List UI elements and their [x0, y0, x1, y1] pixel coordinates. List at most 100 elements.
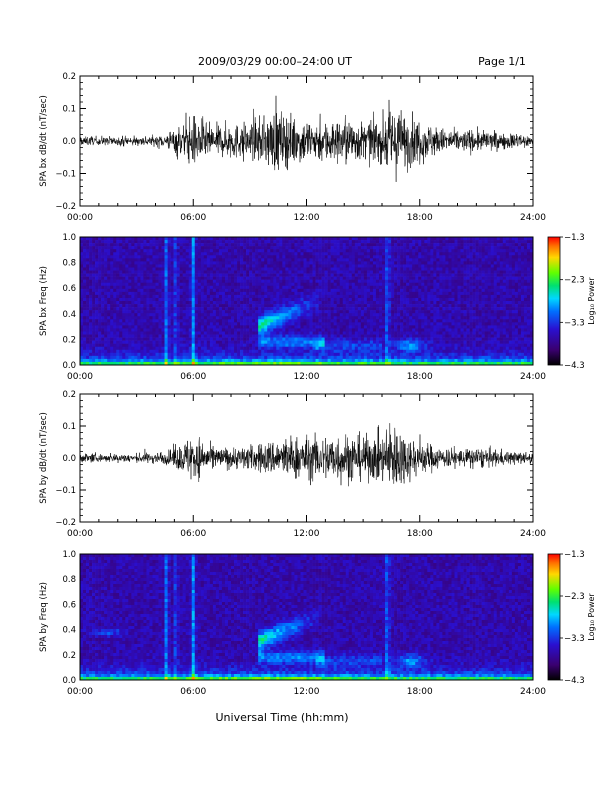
spectrogram-cell: [369, 328, 374, 332]
spectrogram-cell: [276, 258, 280, 262]
spectrogram-cell: [391, 270, 395, 274]
spectrogram-cell: [146, 322, 150, 326]
spectrogram-cell: [221, 349, 226, 354]
spectrogram-cell: [360, 349, 365, 354]
spectrogram-cell: [104, 349, 108, 354]
spectrogram-cell: [152, 270, 156, 274]
spectrogram-cell: [366, 304, 371, 308]
spectrogram-cell: [149, 240, 153, 244]
spectrogram-cell: [324, 291, 328, 296]
spectrogram-cell: [318, 337, 322, 341]
spectrogram-cell: [397, 246, 401, 250]
spectrogram-cell: [237, 282, 241, 287]
spectrogram-cell: [264, 249, 268, 253]
spectrogram-cell: [382, 264, 386, 268]
spectrogram-cell: [209, 246, 214, 250]
spectrogram-cell: [300, 307, 304, 311]
spectrogram-cell: [252, 310, 256, 314]
spectrogram-cell: [206, 264, 211, 268]
spectrogram-cell: [237, 361, 241, 366]
spectrogram-cell: [300, 355, 304, 360]
spectrogram-cell: [119, 267, 123, 271]
spectrogram-cell: [164, 237, 168, 241]
spectrogram-cell: [309, 267, 313, 271]
spectrogram-cell: [209, 322, 214, 326]
spectrogram-cell: [167, 252, 171, 256]
spectrogram-cell: [255, 261, 259, 265]
spectrogram-cell: [149, 304, 153, 308]
spectrogram-cell: [110, 319, 114, 323]
spectrogram-cell: [83, 264, 87, 268]
spectrogram-cell: [327, 322, 331, 326]
spectrogram-cell: [252, 279, 256, 284]
spectrogram-cell: [134, 291, 138, 296]
spectrogram-cell: [95, 304, 99, 308]
spectrogram-cell: [382, 258, 386, 262]
y-tick-label: 0.4: [62, 310, 76, 320]
spectrogram-cell: [128, 337, 132, 341]
spectrogram-cell: [98, 310, 102, 314]
spectrogram-cell: [92, 294, 96, 299]
spectrogram-cell: [146, 279, 150, 284]
spectrogram-cell: [140, 237, 144, 241]
spectrogram-cell: [143, 328, 147, 332]
spectrogram-cell: [391, 291, 395, 296]
spectrogram-cell: [418, 331, 422, 335]
spectrogram-cell: [188, 349, 193, 354]
spectrogram-cell: [400, 267, 404, 271]
spectrogram-cell: [185, 291, 190, 296]
spectrogram-cell: [200, 331, 205, 335]
spectrogram-cell: [264, 316, 268, 320]
spectrogram-cell: [354, 361, 359, 366]
spectrogram-cell: [264, 358, 268, 363]
spectrogram-cell: [98, 334, 102, 338]
spectrogram-cell: [152, 249, 156, 253]
spectrogram-cell: [98, 270, 102, 274]
spectrogram-cell: [209, 273, 214, 277]
spectrogram-cell: [318, 261, 322, 265]
spectrogram-cell: [146, 261, 150, 265]
spectrogram-cell: [80, 307, 84, 311]
x-tick-label: 00:00: [67, 213, 93, 223]
spectrogram-cell: [119, 352, 123, 357]
spectrogram-cell: [182, 255, 186, 259]
spectrogram-cell: [218, 264, 223, 268]
spectrogram-cell: [288, 297, 292, 302]
spectrogram-cell: [403, 334, 407, 338]
spectrogram-cell: [264, 334, 268, 338]
spectrogram-cell: [255, 279, 259, 284]
spectrogram-cell: [212, 267, 217, 271]
spectrogram-cell: [252, 337, 256, 341]
spectrogram-cell: [330, 270, 334, 274]
spectrogram-cell: [110, 258, 114, 262]
spectrogram-cell: [128, 288, 132, 293]
spectrogram-cell: [234, 358, 238, 363]
spectrogram-cell: [336, 255, 341, 259]
spectrogram-cell: [285, 282, 289, 287]
spectrogram-cell: [203, 337, 208, 341]
spectrogram-cell: [318, 328, 322, 332]
spectrogram-cell: [330, 361, 334, 366]
spectrogram-cell: [131, 343, 135, 348]
spectrogram-cell: [363, 258, 368, 262]
spectrogram-cell: [161, 261, 165, 265]
spectrogram-cell: [234, 331, 238, 335]
spectrogram-cell: [330, 285, 334, 290]
spectrogram-cell: [303, 261, 307, 265]
spectrogram-cell: [194, 328, 199, 332]
spectrogram-cell: [375, 352, 380, 357]
spectrogram-cell: [149, 267, 153, 271]
spectrogram-cell: [206, 240, 211, 244]
spectrogram-cell: [415, 294, 419, 299]
spectrogram-cell: [397, 243, 401, 247]
spectrogram-cell: [252, 328, 256, 332]
spectrogram-cell: [339, 352, 344, 357]
spectrogram-cell: [119, 243, 123, 247]
spectrogram-cell: [330, 237, 334, 241]
spectrogram-cell: [200, 237, 205, 241]
spectrogram-cell: [107, 301, 111, 305]
spectrogram-cell: [158, 294, 162, 299]
spectrogram-cell: [104, 270, 108, 274]
spectrogram-cell: [149, 316, 153, 320]
spectrogram-cell: [372, 285, 377, 290]
